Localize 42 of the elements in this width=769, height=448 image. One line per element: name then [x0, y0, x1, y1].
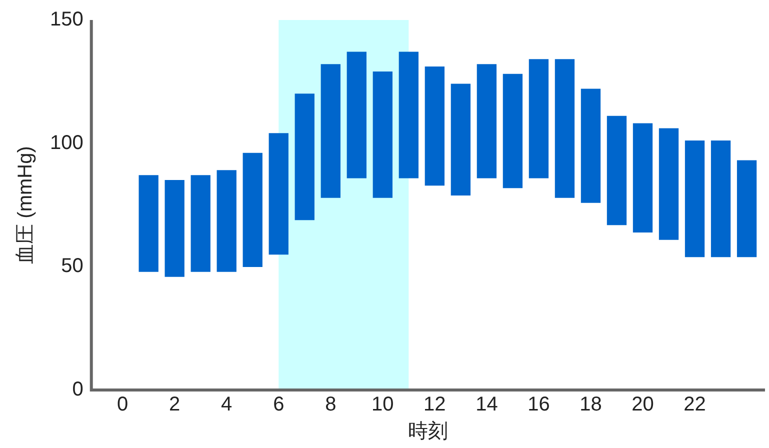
x-tick-label: 4 [221, 394, 232, 416]
bar [580, 88, 601, 203]
bar [710, 140, 731, 258]
x-axis-title: 時刻 [408, 420, 448, 443]
x-tick-label: 18 [580, 394, 602, 416]
bar [164, 180, 184, 277]
x-tick-label: 0 [117, 394, 128, 416]
bar [320, 64, 340, 198]
bar [268, 133, 288, 255]
x-tick-label: 8 [325, 394, 336, 416]
bar [736, 160, 757, 258]
bar [190, 175, 210, 272]
bar [606, 116, 627, 226]
y-axis-title: 血圧 (mmHg) [14, 146, 37, 264]
y-tick-label: 0 [72, 378, 84, 401]
bar [684, 140, 705, 258]
bar [216, 170, 236, 272]
bar [658, 128, 679, 240]
bar [502, 74, 523, 188]
bar [138, 175, 158, 272]
bar [450, 84, 471, 196]
bar [528, 59, 549, 178]
x-tick-label: 10 [372, 394, 394, 416]
y-tick-label: 100 [50, 132, 84, 154]
bar [632, 123, 653, 232]
bar [476, 64, 497, 178]
x-tick-label: 16 [528, 394, 550, 416]
x-tick-label: 20 [632, 394, 654, 416]
x-tick-label: 6 [273, 394, 284, 416]
y-tick-label: 150 [50, 8, 84, 31]
bar [398, 52, 419, 178]
bar [346, 52, 366, 178]
bar [424, 66, 445, 186]
bar [554, 59, 575, 198]
bar [294, 94, 314, 220]
x-tick-label: 22 [684, 394, 706, 416]
y-tick-label: 50 [61, 255, 84, 278]
bar [372, 71, 392, 198]
bar [242, 152, 262, 267]
x-tick-label: 2 [169, 394, 180, 416]
x-tick-label: 12 [424, 394, 446, 416]
x-tick-label: 14 [476, 394, 498, 416]
